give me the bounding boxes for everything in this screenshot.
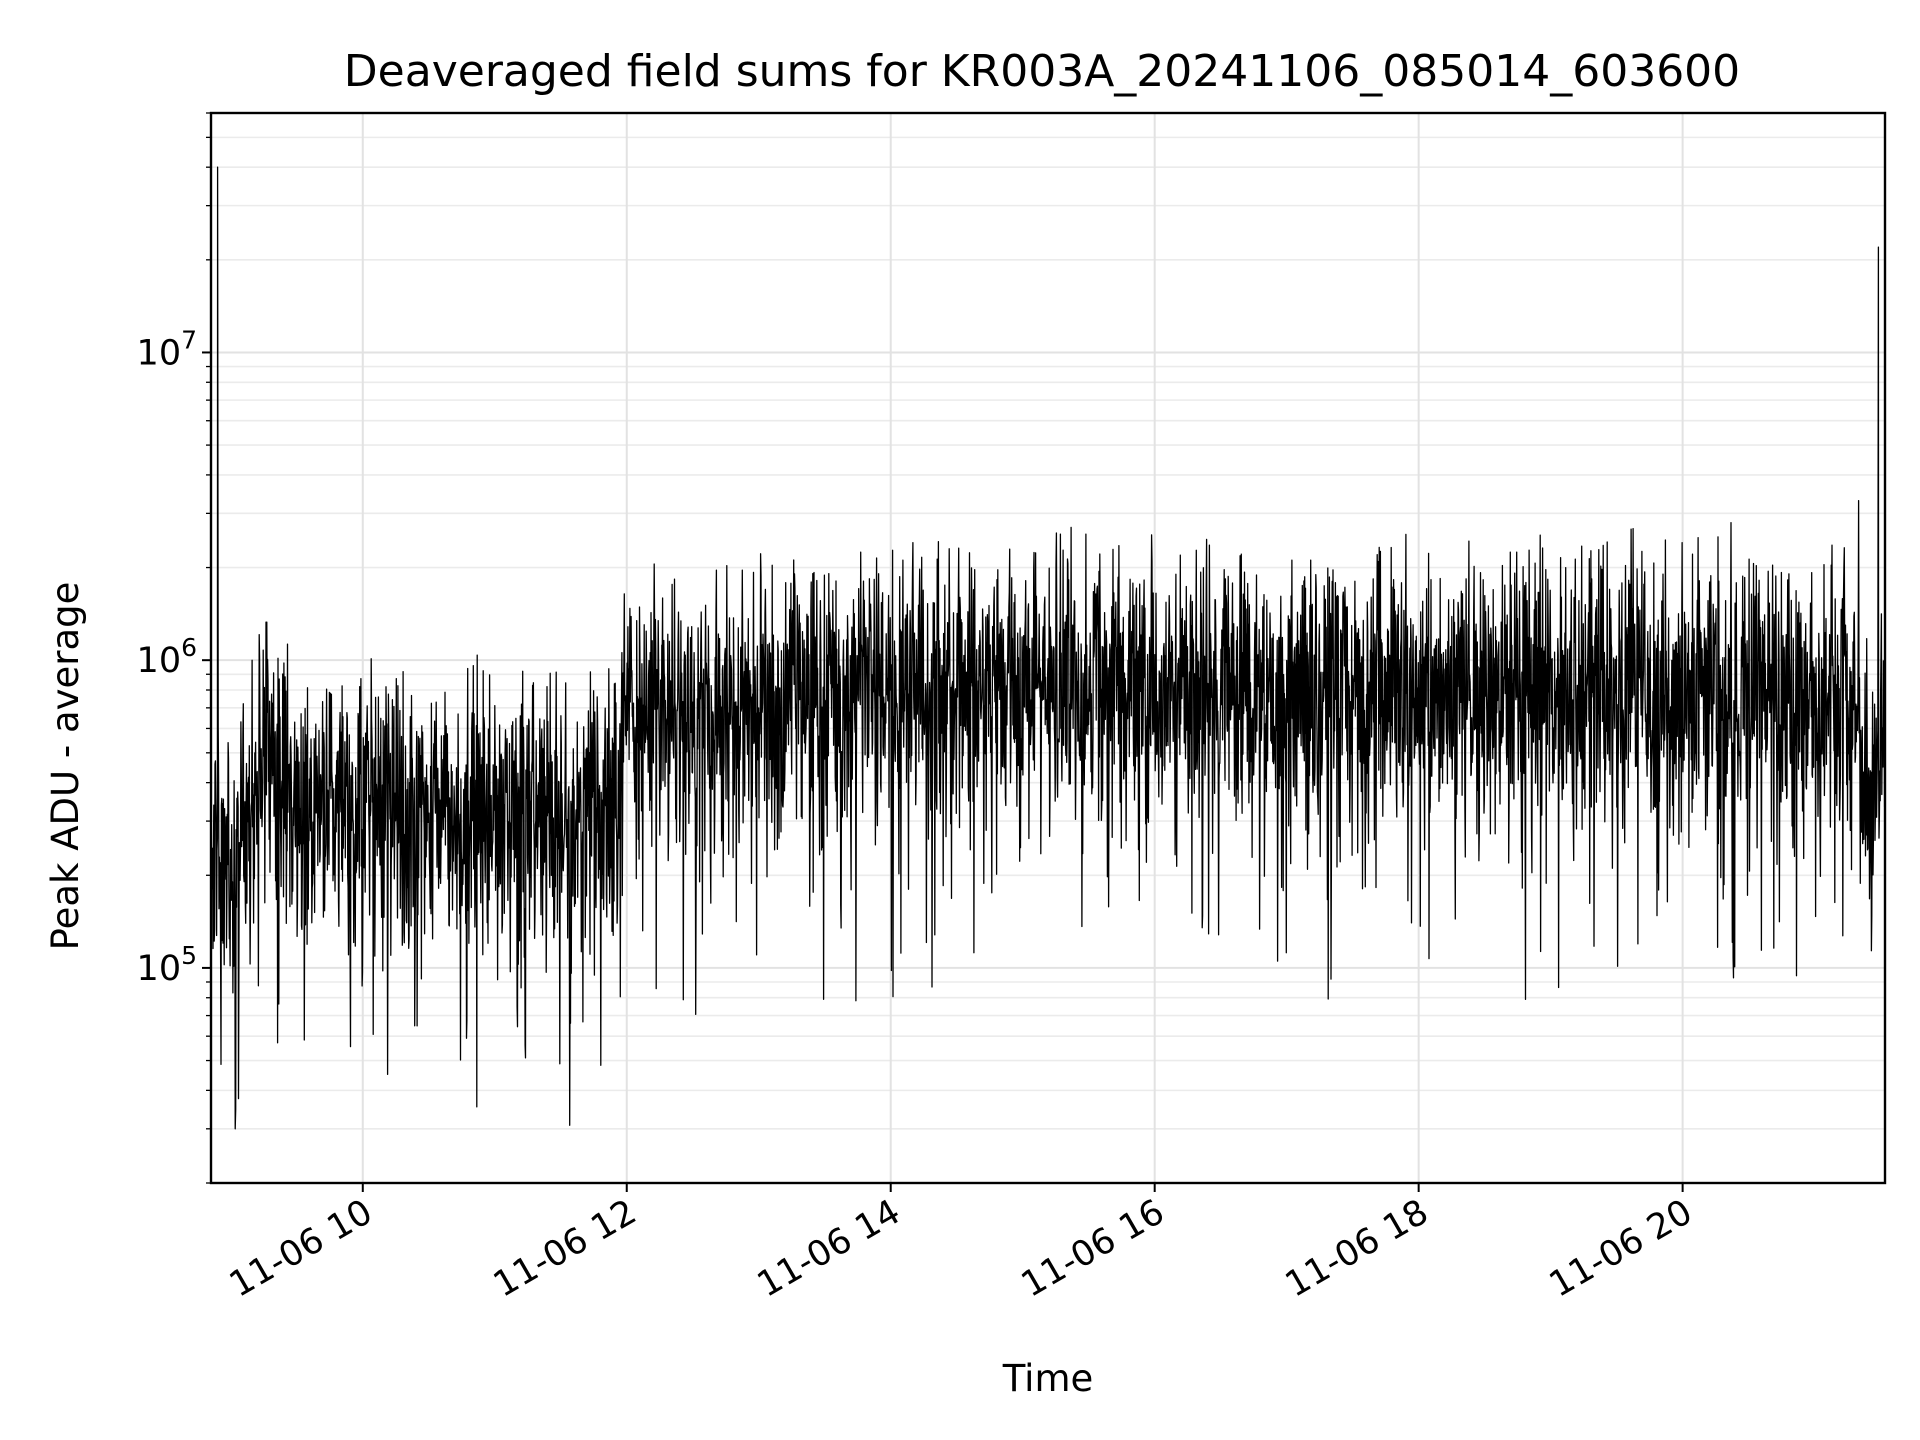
x-tick-label: 11-06 18 <box>1279 1192 1435 1305</box>
x-tick-label: 11-06 10 <box>223 1192 379 1305</box>
chart-title: Deaveraged field sums for KR003A_2024110… <box>344 46 1740 97</box>
x-tick-label: 11-06 14 <box>751 1192 907 1305</box>
y-axis: 105 106 107 <box>137 112 211 1184</box>
x-axis-label: Time <box>1002 1357 1094 1400</box>
x-tick-label: 11-06 16 <box>1015 1192 1171 1305</box>
x-axis: 11-06 10 11-06 12 11-06 14 11-06 16 11-06 18… <box>223 1183 1699 1305</box>
y-tick-label: 106 <box>137 633 197 681</box>
series-group <box>210 166 1886 1130</box>
x-tick-label: 11-06 12 <box>487 1192 643 1305</box>
y-tick-label: 107 <box>137 325 197 373</box>
plot-frame <box>209 111 1887 1185</box>
y-axis-label: Peak ADU - average <box>44 582 87 951</box>
x-tick-label: 11-06 20 <box>1543 1192 1699 1305</box>
series-line <box>210 166 1886 1130</box>
y-tick-label: 105 <box>137 941 197 989</box>
